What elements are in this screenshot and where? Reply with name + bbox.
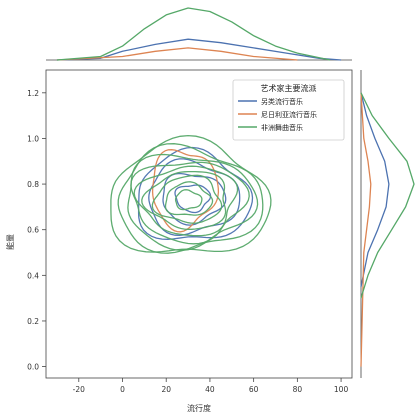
legend-label: 另类流行音乐 [261,97,303,106]
x-axis-title: 流行度 [187,403,211,413]
x-tick-label: 20 [161,385,171,394]
y-tick-label: 0.6 [27,226,39,235]
x-tick-label: 0 [120,385,125,394]
y-tick-label: 0.4 [27,271,39,280]
contour-line [133,165,239,237]
legend-label: 尼日利亚流行音乐 [261,110,317,119]
contour-line [151,149,220,233]
marginal-y-curve [360,92,415,299]
contour-line [151,174,223,224]
x-tick-label: 40 [205,385,215,394]
x-tick-label: -20 [73,385,85,394]
marginal-x-curve [56,38,342,61]
contour-layer [110,134,272,254]
y-tick-label: 1.2 [27,89,39,98]
legend-title: 艺术家主要流派 [261,83,317,93]
x-tick-label: 100 [334,385,349,394]
y-tick-label: 1.0 [27,134,39,143]
y-axis-title: 能量 [5,234,15,250]
contour-line [141,170,227,230]
series-contours [151,149,220,233]
x-tick-label: 60 [249,385,259,394]
marginal-y-curve [360,92,390,287]
marginal-y-curve [360,92,372,367]
marginal-x-panel [46,7,352,61]
y-tick-label: 0.8 [27,180,39,189]
contour-line [110,134,272,253]
marginal-y-panel [360,70,415,378]
legend-label: 非洲舞曲音乐 [261,123,303,132]
x-tick-label: 80 [293,385,303,394]
marginal-x-curve [56,7,331,61]
marginal-x-curve [56,47,298,61]
y-tick-label: 0.2 [27,317,39,326]
contour-line [174,189,203,211]
contour-line [164,181,214,216]
contour-line [162,172,227,226]
y-tick-label: 0.0 [27,363,39,372]
legend-box [232,79,345,141]
contour-line [117,143,264,254]
contour-line [127,153,259,251]
series-contours [110,134,272,254]
